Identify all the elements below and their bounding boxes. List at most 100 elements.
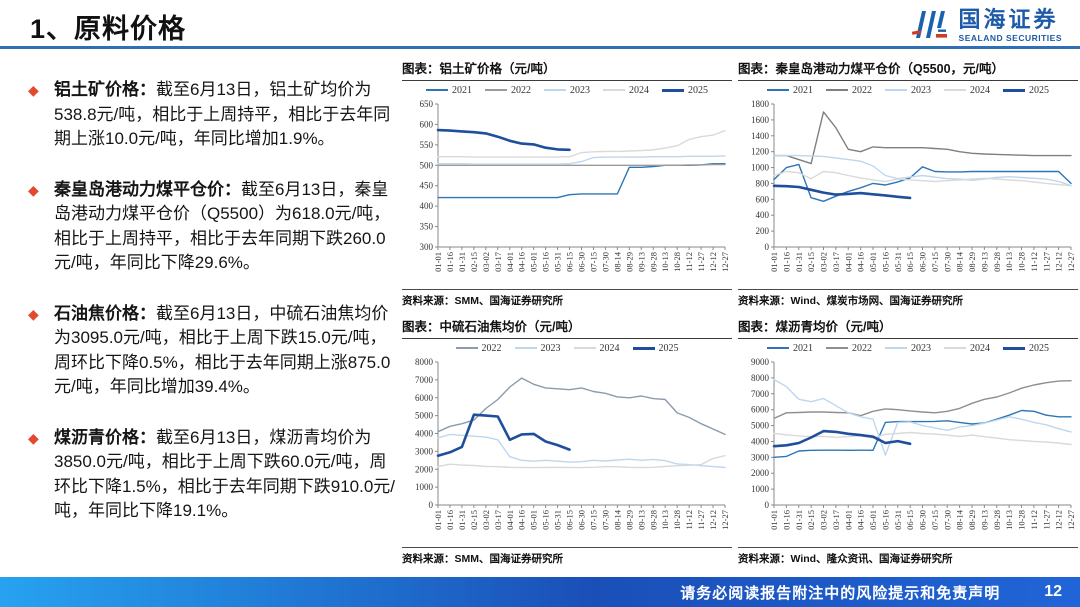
chart-panel-bauxite-price: 图表：铝土矿价格（元/吨） 2021 2022 2023 2024 2025 300 35… [402,56,732,308]
svg-text:07-30: 07-30 [942,510,952,530]
svg-text:10-28: 10-28 [1017,510,1027,530]
svg-text:01-01: 01-01 [769,252,779,272]
svg-text:11-27: 11-27 [1041,510,1051,530]
legend-line-swatch [826,89,848,91]
logo-mark-icon [911,11,947,38]
svg-text:06-15: 06-15 [565,510,575,530]
svg-text:09-13: 09-13 [636,252,646,272]
svg-text:0: 0 [429,500,434,510]
footer-disclaimer: 请务必阅读报告附注中的风险提示和免责声明 [680,584,1001,602]
legend-item-2022: 2022 [485,85,531,96]
svg-text:07-15: 07-15 [930,252,940,272]
svg-text:03-02: 03-02 [819,510,829,530]
svg-text:03-02: 03-02 [481,510,491,530]
legend-item-2022: 2022 [826,85,872,96]
bullet-text: 铝土矿价格：截至6月13日，铝土矿均价为538.8元/吨，相比于上周持平，相比于… [54,78,396,152]
legend-item-2021: 2021 [767,343,813,354]
legend-item-2024: 2024 [603,85,649,96]
svg-text:03-02: 03-02 [481,252,491,272]
chart-legend: 2021 2022 2023 2024 2025 [402,81,732,99]
svg-text:04-16: 04-16 [517,510,527,530]
chart-legend: 2021 2022 2023 2024 2025 [738,339,1078,357]
svg-text:01-16: 01-16 [445,510,455,530]
line-chart-qhd-coal-price: 0 200 400 600 800 1000 1200 1400 1600 1800 01-01 01… [738,99,1078,289]
bullet-text: 秦皇岛港动力煤平仓价：截至6月13日，秦皇岛港动力煤平仓价（Q5500）为618… [54,178,396,276]
chart-title: 图表：铝土矿价格（元/吨） [402,56,732,81]
svg-text:04-01: 04-01 [843,510,853,530]
svg-text:1000: 1000 [751,484,770,494]
page-number: 12 [1044,583,1062,600]
svg-text:2000: 2000 [751,468,770,478]
svg-text:06-30: 06-30 [577,510,587,530]
legend-item-2021: 2021 [426,85,472,96]
legend-line-swatch [826,347,848,349]
svg-text:400: 400 [420,201,434,211]
line-chart-coal-tar-pitch-price: 0 1000 2000 3000 4000 5000 6000 7000 8000 9000 01-… [738,357,1078,547]
svg-text:11-27: 11-27 [696,252,706,272]
svg-text:01-31: 01-31 [457,510,467,530]
svg-text:550: 550 [420,140,434,150]
svg-text:08-14: 08-14 [612,251,622,272]
svg-text:04-01: 04-01 [505,510,515,530]
svg-text:07-15: 07-15 [588,510,598,530]
svg-text:05-16: 05-16 [541,510,551,530]
chart-panel-qhd-coal-price: 图表：秦皇岛港动力煤平仓价（Q5500，元/吨） 2021 2022 2023 202… [738,56,1078,308]
legend-line-swatch [544,89,566,91]
svg-text:500: 500 [420,160,434,170]
legend-line-swatch [944,89,966,91]
diamond-bullet-icon: ◆ [28,82,39,98]
svg-text:12-27: 12-27 [1066,510,1076,530]
svg-text:01-16: 01-16 [781,252,791,272]
svg-text:10-13: 10-13 [660,252,670,272]
svg-text:10-13: 10-13 [1004,510,1014,530]
svg-text:02-15: 02-15 [469,252,479,272]
svg-text:01-16: 01-16 [445,252,455,272]
legend-item-2023: 2023 [885,343,931,354]
legend-item-2025: 2025 [662,85,708,96]
legend-line-swatch [944,347,966,349]
svg-text:04-16: 04-16 [517,252,527,272]
svg-text:10-28: 10-28 [672,252,682,272]
legend-item-2025: 2025 [632,343,679,354]
svg-text:3000: 3000 [415,446,434,456]
bullet-body: 截至6月13日，煤沥青均价为3850.0元/吨，相比于上周下跌60.0元/吨，周… [54,427,396,521]
svg-text:09-13: 09-13 [979,252,989,272]
svg-text:01-01: 01-01 [433,252,443,272]
svg-text:05-01: 05-01 [529,252,539,272]
svg-text:12-12: 12-12 [1054,510,1064,530]
logo-text: 国海证券 SEALAND SECURITIES [958,7,1062,44]
svg-text:12-27: 12-27 [1066,252,1076,272]
svg-text:09-28: 09-28 [648,510,658,530]
svg-text:12-12: 12-12 [1054,252,1064,272]
svg-text:1800: 1800 [751,99,770,109]
svg-text:06-30: 06-30 [577,252,587,272]
svg-text:01-31: 01-31 [794,510,804,530]
legend-line-swatch [885,347,907,349]
svg-text:02-15: 02-15 [469,510,479,530]
legend-line-swatch [767,347,789,349]
svg-text:12-27: 12-27 [720,252,730,272]
svg-text:05-16: 05-16 [880,252,890,272]
header: 1、原料价格 国海证券 SEALAND SECURITIES [0,0,1080,46]
legend-line-swatch [632,346,655,350]
svg-text:08-29: 08-29 [624,510,634,530]
svg-text:09-28: 09-28 [648,252,658,272]
chart-legend: 2022 2023 2024 2025 [402,339,732,357]
svg-text:12-27: 12-27 [720,510,730,530]
svg-text:01-31: 01-31 [794,252,804,272]
legend-item-2024: 2024 [944,343,990,354]
chart-source: 资料来源：SMM、国海证券研究所 [402,289,732,308]
title-underline [0,46,1080,49]
logo-name-cn: 国海证券 [958,7,1059,32]
svg-text:7000: 7000 [415,375,434,385]
svg-text:05-01: 05-01 [529,510,539,530]
legend-item-2021: 2021 [767,85,813,96]
legend-line-swatch [514,347,537,349]
svg-text:03-17: 03-17 [493,510,503,530]
svg-text:09-13: 09-13 [979,510,989,530]
svg-text:08-14: 08-14 [955,509,965,530]
svg-text:04-16: 04-16 [856,510,866,530]
svg-text:03-17: 03-17 [831,510,841,530]
